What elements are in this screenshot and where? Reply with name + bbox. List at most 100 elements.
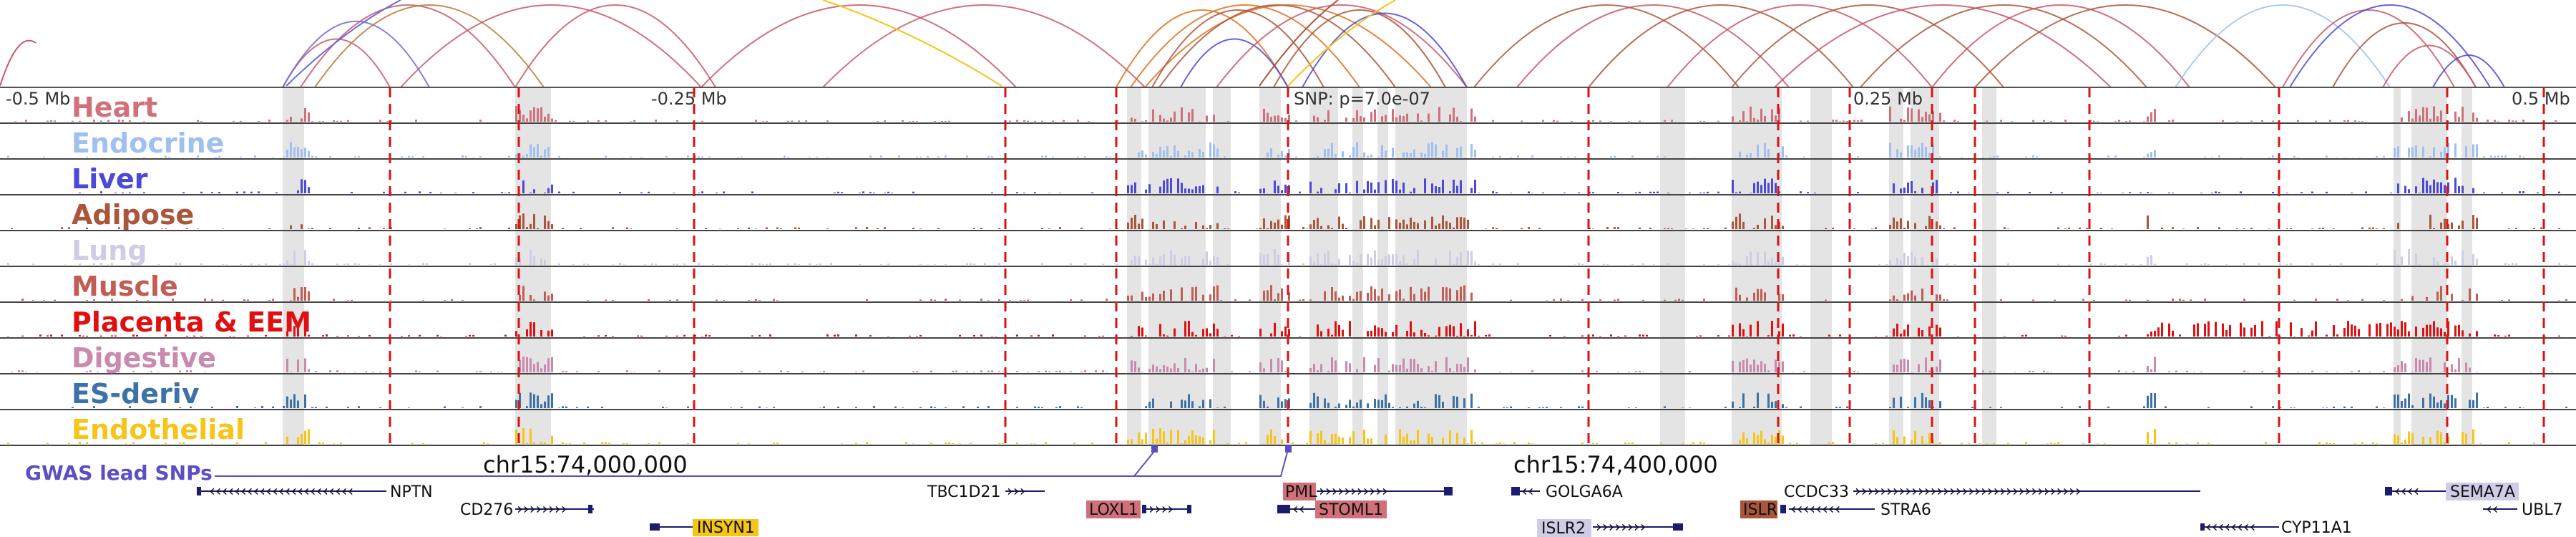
signal-bar — [1488, 334, 1491, 337]
signal-bar — [1402, 152, 1405, 158]
signal-bar — [2522, 407, 2524, 408]
signal-bar — [1027, 299, 1029, 301]
signal-bar — [987, 155, 990, 158]
signal-bar — [1474, 321, 1476, 337]
signal-bar — [211, 407, 213, 408]
gene-label-nptn[interactable]: NPTN — [390, 483, 433, 501]
signal-bar — [741, 370, 743, 372]
signal-bar — [2243, 370, 2245, 372]
signal-bar — [1703, 299, 1705, 301]
signal-bar — [1857, 191, 1859, 193]
signal-bar — [723, 191, 725, 193]
chromatin-loop-arc — [1130, 4, 1360, 88]
gene-label-pml[interactable]: PML — [1285, 483, 1317, 501]
signal-bar — [1989, 156, 1991, 158]
signal-bar — [1921, 392, 1923, 408]
signal-bar — [1757, 364, 1759, 372]
signal-bar — [390, 300, 392, 301]
signal-bar — [143, 121, 145, 122]
signal-bar — [1166, 120, 1169, 122]
signal-bar — [2147, 153, 2149, 158]
signal-bar — [1174, 363, 1176, 372]
signal-bar — [1900, 152, 1902, 158]
signal-bar — [1499, 442, 1501, 444]
signal-bar — [1388, 402, 1390, 408]
signal-bar — [998, 228, 1000, 229]
signal-bar — [2172, 227, 2174, 229]
signal-bar — [1370, 330, 1372, 337]
gene-label-sema7a[interactable]: SEMA7A — [2450, 483, 2515, 501]
signal-bar — [1249, 371, 1251, 372]
signal-bar — [1431, 216, 1433, 229]
signal-bar — [222, 228, 224, 229]
signal-bar — [1274, 115, 1276, 122]
gene-label-insyn1[interactable]: INSYN1 — [697, 519, 755, 537]
gene-label-islr2[interactable]: ISLR2 — [1541, 520, 1586, 537]
signal-bar — [1900, 188, 1902, 193]
signal-bar — [1277, 185, 1279, 193]
gene-label-stoml1[interactable]: STOML1 — [1319, 501, 1383, 519]
gene-label-cyp11a1[interactable]: CYP11A1 — [2281, 519, 2352, 537]
signal-bar — [1782, 226, 1784, 229]
gwas-snp-marker-2[interactable] — [1285, 445, 1292, 453]
signal-bar — [47, 120, 49, 122]
gene-label-islr[interactable]: ISLR — [1743, 501, 1777, 519]
signal-bar — [1428, 143, 1430, 158]
signal-bar — [572, 263, 575, 265]
signal-bar — [18, 370, 20, 372]
signal-bar — [1456, 256, 1458, 265]
signal-bar — [308, 291, 310, 301]
gene-label-ubl7[interactable]: UBL7 — [2522, 501, 2562, 519]
signal-bar — [179, 442, 181, 444]
signal-bar — [1753, 359, 1755, 372]
signal-bar — [1467, 250, 1469, 265]
signal-bar — [2372, 227, 2374, 229]
signal-bar — [2193, 324, 2195, 337]
signal-bar — [1377, 219, 1380, 229]
signal-track-9 — [7, 428, 2535, 444]
gwas-snp-marker-1[interactable] — [1151, 445, 1158, 453]
gene-label-ccdc33[interactable]: CCDC33 — [1784, 483, 1849, 501]
signal-bar — [1295, 156, 1297, 158]
gene-label-tbc1d21[interactable]: TBC1D21 — [927, 483, 1000, 501]
signal-bar — [691, 300, 693, 301]
signal-bar — [533, 394, 535, 408]
signal-bar — [1417, 364, 1419, 372]
signal-bar — [1159, 186, 1161, 193]
signal-bar — [1800, 120, 1802, 122]
signal-bar — [479, 156, 482, 158]
signal-bar — [1606, 263, 1609, 265]
signal-bar — [540, 107, 542, 122]
signal-bar — [1299, 336, 1301, 337]
gene-label-stra6[interactable]: STRA6 — [1880, 501, 1931, 519]
signal-bar — [211, 299, 213, 301]
signal-bar — [1309, 299, 1312, 301]
signal-bar — [1152, 257, 1154, 265]
signal-bar — [2243, 228, 2245, 229]
signal-bar — [1202, 225, 1204, 229]
signal-bar — [1750, 324, 1752, 337]
signal-bar — [2293, 155, 2296, 158]
signal-bar — [2118, 370, 2120, 372]
chromatin-loop-arc — [2175, 4, 2391, 88]
signal-bar — [150, 371, 152, 372]
gene-label-golga6a[interactable]: GOLGA6A — [1546, 483, 1623, 501]
signal-bar — [1413, 258, 1415, 265]
signal-bar — [612, 299, 614, 301]
signal-bar — [1907, 324, 1909, 337]
signal-bar — [1417, 249, 1419, 265]
signal-bar — [114, 335, 117, 337]
signal-bar — [2504, 263, 2507, 265]
signal-bar — [601, 442, 603, 444]
signal-bar — [2433, 228, 2435, 229]
signal-bar — [1624, 335, 1626, 337]
signal-bar — [308, 228, 310, 229]
gene-label-loxl1[interactable]: LOXL1 — [1089, 501, 1138, 519]
signal-bar — [2454, 111, 2457, 122]
signal-bar — [1367, 403, 1369, 408]
signal-bar — [1041, 155, 1043, 158]
gene-label-cd276[interactable]: CD276 — [460, 501, 513, 519]
signal-bar — [404, 191, 406, 193]
signal-bar — [1184, 188, 1186, 193]
signal-bar — [1402, 255, 1405, 265]
